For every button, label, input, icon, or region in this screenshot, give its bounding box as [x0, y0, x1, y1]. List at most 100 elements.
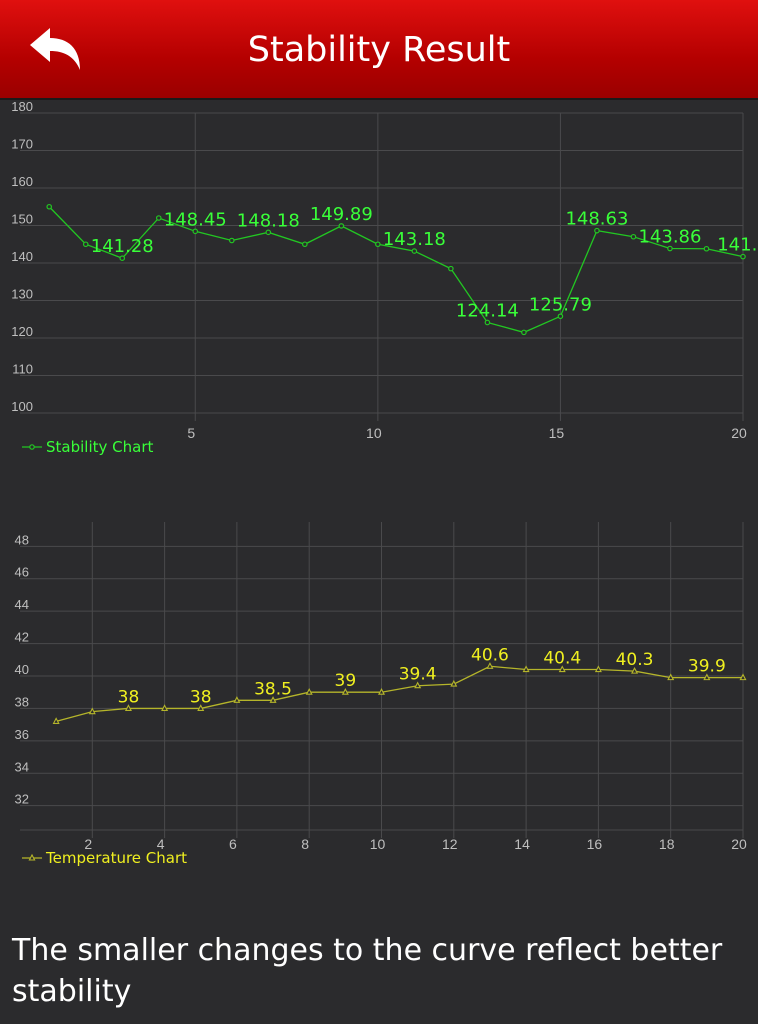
y-tick-label: 48: [15, 532, 29, 547]
data-label: 40.4: [543, 649, 581, 669]
data-point: [88, 707, 96, 715]
data-point: [52, 717, 60, 724]
data-point: [338, 223, 345, 229]
back-button[interactable]: [28, 26, 88, 72]
data-label: 38: [118, 687, 140, 707]
y-tick-label: 46: [15, 565, 29, 580]
data-label: 40.6: [471, 645, 509, 665]
data-label: 125.79: [529, 294, 592, 315]
data-point: [46, 203, 53, 210]
x-tick-label: 2: [84, 836, 92, 852]
data-label: 39.9: [688, 657, 726, 677]
data-point: [233, 696, 241, 703]
data-label: 141.7: [717, 235, 758, 256]
data-label: 143.86: [638, 227, 701, 248]
stability-chart-svg: 100 110 120 130 140 150 160 170 180 5 10 15 20 141.28…: [11, 99, 758, 456]
data-point: [197, 704, 205, 711]
y-tick-label: 38: [15, 694, 29, 709]
x-tick-label: 20: [731, 836, 747, 852]
data-point: [594, 665, 602, 673]
y-tick-label: 40: [15, 662, 29, 677]
data-label: 148.18: [237, 210, 300, 231]
y-tick-label: 170: [11, 137, 33, 152]
series-line: [55, 665, 743, 723]
y-tick-label: 100: [11, 399, 33, 414]
data-point: [305, 688, 313, 695]
data-point: [450, 679, 458, 687]
data-point: [411, 248, 418, 254]
data-point: [594, 227, 600, 234]
stability-chart: 100 110 120 130 140 150 160 170 180 5 10 15 20 141.28…: [0, 98, 758, 470]
data-point: [377, 688, 386, 695]
temperature-chart: 32 34 36 38 40 42 44 46 48 2 4 6 8 10 12 14 16 18 20 38 38 38…: [0, 510, 758, 875]
data-label: 149.89: [310, 204, 373, 225]
data-point: [269, 696, 277, 703]
legend-label: Stability Chart: [46, 438, 153, 456]
x-tick-label: 14: [514, 836, 530, 852]
legend-marker: [29, 444, 35, 450]
x-tick-label: 20: [731, 425, 747, 441]
legend-marker: [28, 853, 36, 861]
data-point: [341, 688, 349, 695]
y-tick-label: 130: [11, 287, 33, 302]
data-point: [703, 673, 711, 681]
page-title: Stability Result: [247, 30, 511, 70]
data-label: 148.63: [565, 209, 628, 230]
y-tick-label: 160: [11, 174, 33, 189]
x-tick-label: 5: [187, 425, 195, 441]
x-tick-label: 8: [301, 836, 309, 852]
data-point: [667, 673, 675, 681]
x-tick-label: 12: [442, 836, 458, 852]
x-tick-label: 15: [549, 425, 565, 441]
y-tick-label: 44: [15, 597, 29, 612]
data-point: [630, 233, 637, 240]
legend-label: Temperature Chart: [45, 849, 187, 867]
data-point: [375, 241, 381, 248]
data-point: [558, 665, 566, 673]
data-label: 39.4: [399, 665, 437, 685]
x-tick-label: 16: [587, 836, 603, 852]
data-point: [228, 237, 235, 244]
data-point: [557, 313, 564, 320]
x-tick-label: 4: [157, 836, 165, 852]
data-point: [155, 215, 162, 221]
data-point: [119, 255, 126, 262]
y-tick-label: 120: [11, 324, 33, 339]
y-tick-label: 180: [11, 99, 33, 114]
data-label: 38: [190, 687, 212, 707]
data-label: 148.45: [164, 209, 227, 230]
data-point: [484, 319, 491, 326]
y-tick-label: 110: [12, 362, 33, 377]
data-point: [448, 265, 454, 272]
data-point: [124, 704, 132, 711]
data-point: [740, 253, 746, 260]
data-point: [703, 245, 710, 252]
data-point: [667, 245, 673, 252]
y-tick-label: 140: [11, 249, 33, 264]
data-point: [739, 673, 747, 681]
data-point: [161, 704, 169, 711]
data-point: [302, 241, 308, 248]
y-tick-label: 36: [15, 727, 29, 742]
x-tick-label: 18: [659, 836, 675, 852]
data-point: [486, 662, 494, 669]
data-point: [82, 241, 89, 248]
x-tick-label: 6: [229, 836, 237, 852]
data-point: [265, 229, 272, 236]
stability-hint-text: The smaller changes to the curve reflect…: [12, 933, 723, 1009]
y-tick-label: 150: [11, 212, 33, 227]
y-tick-label: 32: [15, 792, 29, 807]
data-label: 143.18: [383, 229, 446, 250]
data-label: 39: [335, 671, 357, 691]
data-label: 40.3: [616, 650, 654, 670]
data-label: 38.5: [254, 679, 292, 699]
data-label: 141.28: [91, 236, 154, 257]
data-point: [521, 329, 527, 336]
data-point: [522, 665, 530, 673]
x-tick-label: 10: [366, 425, 382, 441]
data-point: [631, 666, 639, 674]
x-tick-label: 10: [370, 836, 386, 852]
back-arrow-icon: [30, 28, 80, 70]
data-label: 124.14: [456, 300, 519, 321]
